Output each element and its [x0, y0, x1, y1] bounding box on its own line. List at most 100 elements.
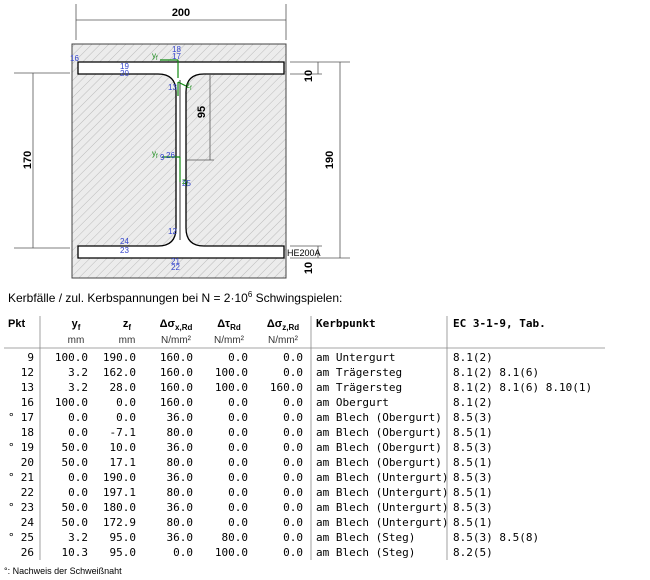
point-label: 12 — [168, 227, 177, 236]
table-cell: 80.0 — [222, 531, 249, 544]
table-cell: 10.3 — [62, 546, 89, 559]
header-sub: Rd — [230, 323, 241, 332]
table-cell: 0.0 — [283, 486, 303, 499]
table-cell: 0.0 — [228, 456, 248, 469]
table-cell: 0.0 — [283, 456, 303, 469]
cross-section: 200 170 190 10 10 95 HE200A — [14, 4, 350, 279]
table-cell: 36.0 — [167, 441, 194, 454]
header-symbol: Δσ — [160, 318, 176, 330]
table-cell: am Obergurt — [316, 396, 389, 409]
table-cell: 0.0 — [228, 396, 248, 409]
table-cell: 12 — [21, 366, 34, 379]
table-cell: 100.0 — [55, 396, 88, 409]
table-cell: 0.0 — [228, 486, 248, 499]
table-cell: 8.5(1) — [453, 516, 493, 529]
table-cell: 0.0 — [283, 501, 303, 514]
point-label: 9 — [160, 153, 165, 162]
table-cell: 100.0 — [215, 366, 248, 379]
axis-label: yf — [152, 51, 158, 62]
row-marker: ° — [8, 441, 15, 454]
column-header: Δσx,Rd — [160, 318, 193, 332]
table: Pkt yfmmzfmmΔσx,RdN/mm²ΔτRdN/mm²Δσz,RdN/m… — [8, 317, 592, 559]
axis-arrows — [160, 59, 187, 182]
table-cell: 0.0 — [116, 411, 136, 424]
row-marker: ° — [8, 411, 15, 424]
column-unit: mm — [119, 335, 136, 346]
table-cell: 8.5(1) — [453, 426, 493, 439]
table-cell: 8.5(3) — [453, 501, 493, 514]
table-cell: 8.5(3) — [453, 471, 493, 484]
table-cell: 0.0 — [68, 471, 88, 484]
table-cell: 0.0 — [228, 501, 248, 514]
table-cell: 160.0 — [160, 351, 193, 364]
point-label: 24 — [120, 237, 129, 246]
axis-symbol: y — [152, 149, 156, 158]
table-cell: 16 — [21, 396, 34, 409]
i-beam — [77, 61, 285, 259]
section-label: HE200A — [287, 248, 321, 258]
axis-label: yf — [152, 149, 158, 160]
header-symbol: Δσ — [267, 318, 283, 330]
table-cell: 36.0 — [167, 531, 194, 544]
table-cell: am Blech (Steg) — [316, 531, 415, 544]
table-cell: 0.0 — [283, 396, 303, 409]
axis-symbol: z — [186, 81, 190, 90]
table-cell: 13 — [21, 381, 34, 394]
column-unit: N/mm² — [268, 335, 299, 346]
point-label: 22 — [171, 263, 180, 272]
point-label: 16 — [70, 54, 79, 63]
table-cell: 26 — [21, 546, 34, 559]
column-header: Δσz,Rd — [267, 318, 299, 332]
column-header: EC 3-1-9, Tab. — [453, 317, 546, 330]
dim-right-height: 190 — [324, 151, 336, 169]
dim-left-height: 170 — [22, 151, 34, 169]
table-cell: 160.0 — [270, 381, 303, 394]
table-cell: 0.0 — [68, 411, 88, 424]
column-header: Kerbpunkt — [316, 317, 376, 330]
table-cell: 36.0 — [167, 411, 194, 424]
table-cell: 50.0 — [62, 441, 89, 454]
dimension-lines — [14, 4, 350, 259]
table-cell: 17 — [21, 411, 34, 424]
header-sub: z,Rd — [282, 323, 299, 332]
table-cell: 0.0 — [228, 351, 248, 364]
table-cell: am Blech (Untergurt) — [316, 486, 448, 499]
table-cell: 8.1(2) — [453, 396, 493, 409]
table-cell: 50.0 — [62, 456, 89, 469]
table-cell: 80.0 — [167, 456, 194, 469]
table-cell: 0.0 — [283, 516, 303, 529]
table-cell: 0.0 — [68, 426, 88, 439]
table-cell: am Blech (Obergurt) — [316, 441, 442, 454]
axis-sub: f — [156, 154, 158, 160]
table-cell: 50.0 — [62, 516, 89, 529]
table-cell: 197.1 — [103, 486, 136, 499]
axis-sub: f — [156, 56, 158, 62]
header-sub: f — [78, 323, 81, 332]
table-lines — [4, 316, 605, 560]
point-label: 13 — [168, 83, 177, 92]
table-cell: 0.0 — [68, 486, 88, 499]
table-cell: 8.5(1) — [453, 486, 493, 499]
table-cell: 21 — [21, 471, 34, 484]
column-header: Pkt — [8, 318, 25, 330]
axis-label: zf — [186, 81, 192, 92]
caption: Kerbfälle / zul. Kerbspannungen bei N = … — [8, 290, 342, 305]
table-cell: 0.0 — [283, 441, 303, 454]
table-cell: 160.0 — [160, 366, 193, 379]
point-label: 20 — [120, 69, 129, 78]
table-cell: 0.0 — [283, 546, 303, 559]
point-label: 25 — [182, 179, 191, 188]
dim-web-height: 95 — [196, 106, 208, 118]
table-cell: 8.5(1) — [453, 456, 493, 469]
footnote: °: Nachweis der Schweißnaht — [4, 566, 122, 576]
table-cell: 0.0 — [116, 396, 136, 409]
table-cell: 0.0 — [283, 351, 303, 364]
axis-sub: f — [190, 86, 192, 92]
column-header: ΔτRd — [217, 318, 241, 332]
table-cell: 190.0 — [103, 351, 136, 364]
header-symbol: Kerbpunkt — [316, 317, 376, 330]
table-cell: am Blech (Obergurt) — [316, 426, 442, 439]
table-cell: 23 — [21, 501, 34, 514]
